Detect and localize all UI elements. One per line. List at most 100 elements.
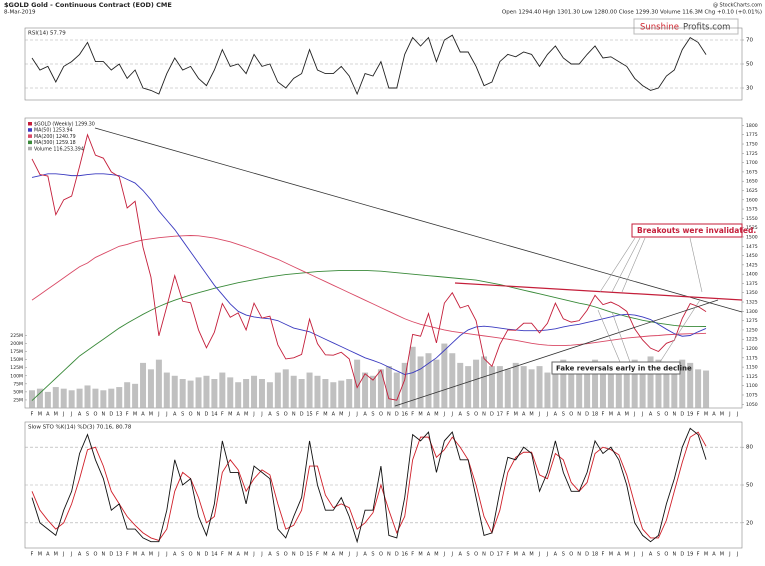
logo-box (633, 18, 739, 35)
x-tick-label: N (672, 552, 676, 558)
y-tick-label: 1075 (746, 392, 758, 398)
volume-bar (631, 359, 638, 408)
volume-bar (282, 369, 289, 408)
volume-bar (576, 366, 583, 408)
volume-bar (116, 387, 123, 408)
volume-bar (92, 388, 99, 408)
x-tick-label: F (126, 552, 129, 558)
x-tick-label: N (482, 552, 486, 558)
x-tick-label: J (546, 552, 548, 558)
x-tick-label: A (141, 412, 145, 418)
x-tick-label: A (427, 412, 431, 418)
x-tick-label: J (165, 552, 167, 558)
x-tick-label: M (434, 552, 438, 558)
y-tick-label: 1600 (746, 197, 758, 203)
volume-bar (488, 366, 495, 408)
volume-bar (140, 362, 147, 408)
legend-label: $GOLD (Weekly) 1299.30 (34, 122, 95, 128)
volume-bar (520, 366, 527, 408)
x-tick-label: A (173, 552, 177, 558)
y-tick-label: 1500 (746, 234, 758, 240)
x-tick-label: O (569, 552, 573, 558)
chart-title: $GOLD Gold - Continuous Contract (EOD) C… (4, 1, 172, 9)
volume-bar (211, 379, 218, 408)
x-tick-label: F (411, 412, 414, 418)
volume-bar (52, 387, 59, 408)
x-tick-label: D (680, 412, 684, 418)
volume-bar (607, 366, 614, 408)
y-tick-label: 1250 (746, 327, 758, 333)
x-tick-label: A (363, 552, 367, 558)
x-tick-label: S (86, 552, 89, 558)
y-tick-label: 1100 (746, 383, 758, 389)
x-tick-label: A (459, 552, 463, 558)
y-tick-label: 20 (746, 520, 753, 526)
x-tick-label: J (451, 412, 453, 418)
x-tick-label: S (562, 552, 565, 558)
volume-bar (409, 346, 416, 408)
volume-bar (623, 366, 630, 408)
volume-bar (560, 359, 567, 408)
volume-bar (354, 359, 361, 408)
x-tick-label: A (78, 412, 82, 418)
volume-bar (441, 343, 448, 408)
y-tick-label: 1425 (746, 262, 758, 268)
x-tick-label: F (506, 412, 509, 418)
volume-bar (298, 379, 305, 408)
volume-bar (195, 377, 202, 408)
volume-bar (187, 380, 194, 408)
series-line (31, 133, 707, 401)
volume-bar (147, 369, 154, 408)
x-tick-label: M (529, 412, 533, 418)
x-tick-label: J (728, 412, 730, 418)
legend-label: Volume 116,253,394 (34, 146, 84, 152)
panels: 30 50 70 RSI(14) 57.79 1050 1075 1100 1125 1150 1… (10, 27, 758, 558)
y-tick-label: 1350 (746, 290, 758, 296)
x-tick-label: M (323, 552, 327, 558)
series-line (31, 269, 707, 401)
y-tick-label: 1225 (746, 337, 758, 343)
x-tick-label: A (46, 552, 50, 558)
x-tick-label: 14 (211, 412, 217, 418)
x-tick-label: 16 (402, 412, 408, 418)
x-tick-label: F (316, 552, 319, 558)
x-tick-label: O (474, 552, 478, 558)
volume-bar (251, 375, 258, 408)
x-tick-label: N (577, 552, 581, 558)
x-tick-label: 17 (497, 412, 503, 418)
resistance-line (454, 282, 743, 301)
x-tick-label: S (181, 552, 184, 558)
volume-bar (679, 359, 686, 408)
volume-bar (592, 359, 599, 408)
x-tick-label: S (181, 412, 184, 418)
x-tick-label: M (54, 552, 58, 558)
volume-bar (544, 372, 551, 408)
x-tick-label: N (387, 412, 391, 418)
x-tick-label: D (490, 412, 494, 418)
x-tick-label: S (86, 412, 89, 418)
y-tick-label: 1175 (746, 355, 758, 361)
x-tick-label: S (371, 552, 374, 558)
volume-bar (179, 379, 186, 408)
volume-bar (703, 370, 710, 408)
x-tick-label: A (617, 412, 621, 418)
x-tick-label: 16 (402, 552, 408, 558)
x-tick-label: J (633, 552, 635, 558)
volume-bar (425, 353, 432, 408)
legend-swatch (28, 140, 32, 145)
x-tick-label: 19 (687, 552, 693, 558)
x-tick-label: J (641, 552, 643, 558)
volume-bar (76, 388, 83, 408)
volume-bar (504, 369, 511, 408)
x-tick-label: A (522, 552, 526, 558)
y-tick-label: 1775 (746, 132, 758, 138)
x-tick-label: J (355, 412, 357, 418)
x-tick-label: M (514, 412, 518, 418)
x-tick-label: O (189, 552, 193, 558)
x-tick-label: O (664, 412, 668, 418)
callout-lines (597, 237, 703, 363)
x-tick-label: M (704, 412, 708, 418)
x-tick-label: M (625, 412, 629, 418)
x-tick-label: A (554, 412, 558, 418)
x-tick-label: A (78, 552, 82, 558)
